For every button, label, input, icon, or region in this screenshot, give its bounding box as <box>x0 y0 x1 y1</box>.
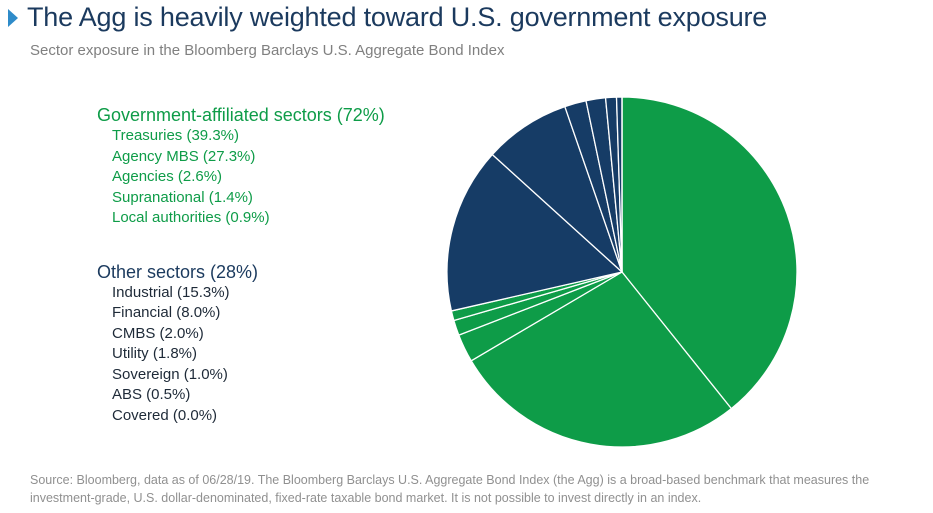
legend-item: Agency MBS (27.3%) <box>112 147 256 165</box>
title-marker-icon <box>8 9 18 27</box>
page-subtitle: Sector exposure in the Bloomberg Barclay… <box>30 42 505 59</box>
legend-item: Local authorities (0.9%) <box>112 209 270 226</box>
legend-item: Agencies (2.6%) <box>112 168 223 185</box>
legend-item: Sovereign (1.0%) <box>112 365 228 383</box>
legend-item: ABS (0.5%) <box>112 386 191 403</box>
legend-list-government: Treasuries (39.3%) Agency MBS (27.3%) Ag… <box>112 126 417 229</box>
pie-slice-treasuries <box>621 96 798 410</box>
page-title: The Agg is heavily weighted toward U.S. … <box>27 2 768 32</box>
legend-item: Supranational (1.4%) <box>112 188 253 206</box>
legend-group-government: Government-affiliated sectors (72%) Trea… <box>97 104 417 229</box>
legend-item: Industrial (15.3%) <box>112 283 230 301</box>
legend-item: Treasuries (39.3%) <box>112 127 239 144</box>
chart-legend: Government-affiliated sectors (72%) Trea… <box>97 104 417 426</box>
source-note: Source: Bloomberg, data as of 06/28/19. … <box>30 473 870 505</box>
legend-list-other: Industrial (15.3%) Financial (8.0%) CMBS… <box>112 283 417 427</box>
sector-pie-chart <box>446 96 798 448</box>
legend-group-other: Other sectors (28%) Industrial (15.3%) F… <box>97 261 417 427</box>
legend-heading-other: Other sectors (28%) <box>97 261 259 282</box>
legend-item: Financial (8.0%) <box>112 304 221 321</box>
legend-item: CMBS (2.0%) <box>112 324 204 342</box>
legend-heading-government: Government-affiliated sectors (72%) <box>97 105 385 125</box>
pie-slice-agency-mbs <box>470 271 732 448</box>
legend-item: Utility (1.8%) <box>112 345 198 362</box>
legend-item: Covered (0.0%) <box>112 406 218 424</box>
pie-slice-industrial <box>446 153 623 312</box>
